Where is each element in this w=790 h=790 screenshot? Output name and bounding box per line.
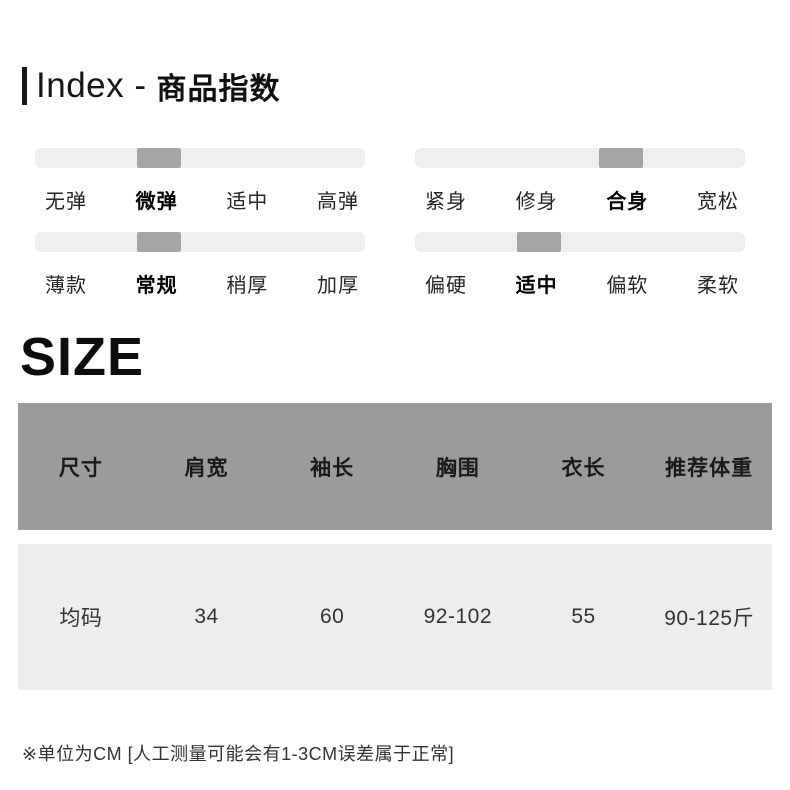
- slider-label: 稍厚: [226, 275, 269, 297]
- slider-label: 无弹: [45, 191, 87, 213]
- slider-labels: 薄款 常规 稍厚 加厚: [35, 269, 365, 298]
- size-table-cell: 92-102: [423, 605, 493, 628]
- slider-label: 常规: [135, 275, 178, 297]
- slider-label: 适中: [226, 191, 269, 213]
- slider-labels: 无弹 微弹 适中 高弹: [35, 185, 365, 214]
- size-table-header-cell: 袖长: [310, 456, 355, 480]
- size-table-cell: 55: [571, 605, 596, 628]
- size-table-cell: 均码: [59, 607, 103, 630]
- size-table-header-cell: 尺寸: [58, 456, 103, 480]
- slider-label: 紧身: [425, 191, 467, 213]
- size-table-cell: 90-125斤: [664, 607, 755, 630]
- slider-label: 柔软: [696, 275, 739, 297]
- slider-label: 宽松: [696, 191, 739, 213]
- slider-active-segment: [599, 148, 644, 168]
- size-table-data-row: 均码 34 60 92-102 55 90-125斤: [18, 544, 772, 690]
- measurement-note: ※单位为CM [人工测量可能会有1-3CM误差属于正常]: [22, 744, 455, 764]
- slider-label: 适中: [515, 275, 558, 297]
- slider-labels: 紧身 修身 合身 宽松: [415, 185, 745, 214]
- slider-label: 加厚: [316, 275, 359, 297]
- size-section-heading: SIZE: [20, 327, 145, 387]
- slider-label: 合身: [606, 191, 649, 213]
- slider-track: [415, 232, 745, 252]
- slider-label: 修身: [515, 191, 558, 213]
- size-table-cell: 60: [319, 605, 345, 628]
- slider-track: [415, 148, 745, 168]
- title-text-en: Index -: [36, 66, 147, 105]
- slider-label: 高弹: [316, 191, 359, 213]
- page-title: Index - 商品指数: [22, 64, 281, 108]
- size-table-header-cell: 推荐体重: [665, 456, 754, 480]
- title-bar-icon: [22, 67, 27, 105]
- slider-track: [35, 232, 365, 252]
- size-table-header-cell: 衣长: [561, 456, 606, 480]
- size-table-cell: 34: [194, 605, 219, 628]
- slider-labels: 偏硬 适中 偏软 柔软: [415, 269, 745, 298]
- thickness-index-slider: 薄款 常规 稍厚 加厚: [35, 232, 365, 298]
- slider-label: 偏软: [606, 275, 649, 297]
- slider-active-segment: [136, 232, 181, 252]
- slider-track: [35, 148, 365, 168]
- size-table-header-cell: 肩宽: [184, 456, 229, 480]
- slider-label: 微弹: [135, 191, 178, 213]
- size-table-header-cell: 胸围: [435, 456, 480, 480]
- softness-index-slider: 偏硬 适中 偏软 柔软: [415, 232, 745, 298]
- slider-label: 薄款: [45, 275, 87, 297]
- slider-active-segment: [516, 232, 561, 252]
- elasticity-index-slider: 无弹 微弹 适中 高弹: [35, 148, 365, 214]
- fit-index-slider: 紧身 修身 合身 宽松: [415, 148, 745, 214]
- size-table-header-row: 尺寸 肩宽 袖长 胸围 衣长 推荐体重: [18, 403, 772, 530]
- slider-label: 偏硬: [425, 275, 467, 297]
- title-text-zh: 商品指数: [156, 73, 281, 106]
- slider-active-segment: [136, 148, 181, 168]
